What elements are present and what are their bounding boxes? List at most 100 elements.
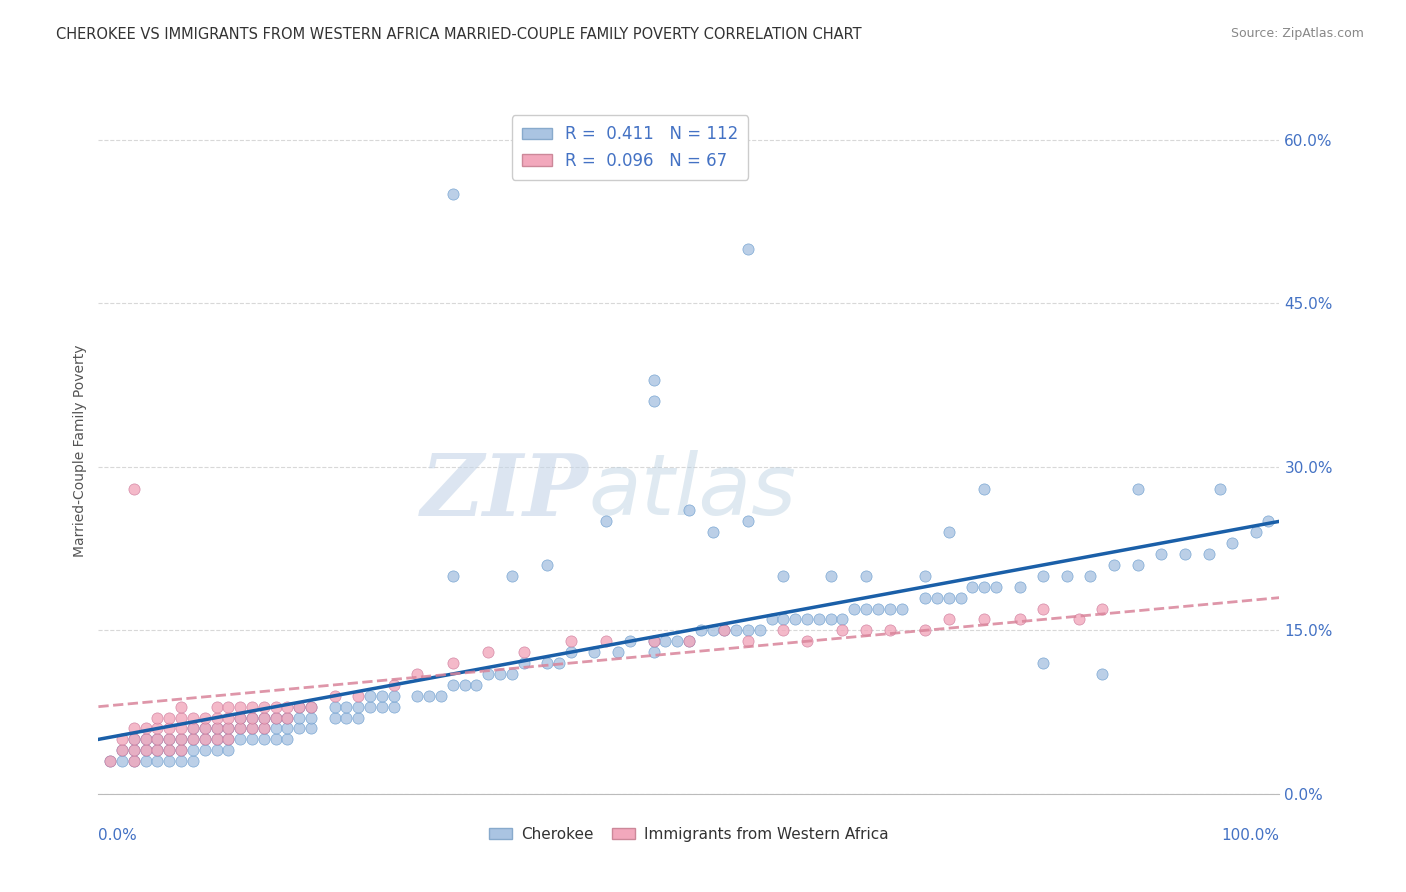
Point bbox=[477, 645, 499, 659]
Point bbox=[702, 525, 724, 540]
Point bbox=[170, 722, 193, 736]
Point bbox=[737, 624, 759, 638]
Point bbox=[146, 732, 169, 747]
Text: Source: ZipAtlas.com: Source: ZipAtlas.com bbox=[1230, 27, 1364, 40]
Point bbox=[205, 722, 228, 736]
Point bbox=[240, 710, 263, 724]
Point bbox=[831, 624, 853, 638]
Point bbox=[122, 732, 145, 747]
Point bbox=[122, 743, 145, 757]
Point bbox=[1126, 482, 1149, 496]
Point bbox=[170, 754, 193, 768]
Point bbox=[170, 732, 193, 747]
Point bbox=[288, 710, 311, 724]
Point bbox=[205, 732, 228, 747]
Point bbox=[194, 710, 217, 724]
Point bbox=[170, 699, 193, 714]
Point bbox=[938, 612, 960, 626]
Point bbox=[347, 710, 370, 724]
Point bbox=[855, 624, 877, 638]
Point bbox=[359, 689, 381, 703]
Point bbox=[441, 187, 464, 202]
Point bbox=[382, 678, 405, 692]
Point bbox=[1198, 547, 1220, 561]
Point bbox=[1080, 569, 1102, 583]
Point bbox=[217, 699, 239, 714]
Point bbox=[441, 569, 464, 583]
Point bbox=[737, 242, 759, 256]
Point bbox=[1102, 558, 1125, 572]
Point bbox=[240, 722, 263, 736]
Point bbox=[973, 612, 995, 626]
Point bbox=[914, 569, 936, 583]
Point bbox=[512, 645, 534, 659]
Point bbox=[1091, 601, 1114, 615]
Point bbox=[702, 624, 724, 638]
Point bbox=[157, 743, 180, 757]
Point bbox=[772, 612, 794, 626]
Point bbox=[1008, 612, 1031, 626]
Point bbox=[962, 580, 984, 594]
Point bbox=[229, 722, 252, 736]
Point bbox=[1126, 558, 1149, 572]
Point bbox=[453, 678, 475, 692]
Point bbox=[347, 699, 370, 714]
Point bbox=[678, 503, 700, 517]
Point bbox=[299, 699, 322, 714]
Point bbox=[146, 710, 169, 724]
Point bbox=[111, 743, 134, 757]
Point bbox=[181, 722, 204, 736]
Point bbox=[98, 754, 121, 768]
Point bbox=[643, 634, 665, 648]
Point bbox=[229, 710, 252, 724]
Text: 100.0%: 100.0% bbox=[1222, 828, 1279, 843]
Point bbox=[973, 482, 995, 496]
Point bbox=[925, 591, 948, 605]
Point bbox=[229, 710, 252, 724]
Point bbox=[713, 624, 735, 638]
Point bbox=[831, 612, 853, 626]
Point bbox=[122, 722, 145, 736]
Point bbox=[181, 743, 204, 757]
Point bbox=[1008, 580, 1031, 594]
Point bbox=[194, 732, 217, 747]
Point bbox=[890, 601, 912, 615]
Point bbox=[430, 689, 453, 703]
Point bbox=[689, 624, 711, 638]
Point bbox=[194, 743, 217, 757]
Point bbox=[489, 667, 512, 681]
Point bbox=[264, 732, 287, 747]
Point bbox=[181, 710, 204, 724]
Point bbox=[229, 732, 252, 747]
Point bbox=[855, 601, 877, 615]
Point bbox=[560, 634, 582, 648]
Point bbox=[217, 732, 239, 747]
Point bbox=[914, 624, 936, 638]
Point bbox=[264, 722, 287, 736]
Point bbox=[323, 689, 346, 703]
Point bbox=[157, 710, 180, 724]
Point bbox=[973, 580, 995, 594]
Point bbox=[1220, 536, 1243, 550]
Point bbox=[595, 634, 617, 648]
Point bbox=[359, 699, 381, 714]
Point bbox=[583, 645, 606, 659]
Point bbox=[371, 699, 394, 714]
Point bbox=[643, 373, 665, 387]
Point bbox=[170, 710, 193, 724]
Point bbox=[170, 732, 193, 747]
Point bbox=[323, 699, 346, 714]
Point bbox=[157, 743, 180, 757]
Point bbox=[807, 612, 830, 626]
Point bbox=[666, 634, 689, 648]
Point bbox=[276, 732, 298, 747]
Point bbox=[548, 656, 571, 670]
Point bbox=[122, 482, 145, 496]
Text: ZIP: ZIP bbox=[420, 450, 589, 533]
Point bbox=[111, 754, 134, 768]
Point bbox=[181, 732, 204, 747]
Point bbox=[335, 710, 357, 724]
Point bbox=[146, 743, 169, 757]
Point bbox=[844, 601, 866, 615]
Point bbox=[1209, 482, 1232, 496]
